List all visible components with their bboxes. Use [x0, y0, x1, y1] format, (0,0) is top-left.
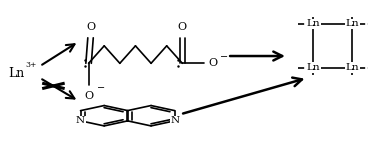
Text: O: O	[86, 22, 95, 32]
Text: O: O	[84, 91, 93, 101]
Text: Ln: Ln	[307, 63, 320, 72]
Text: −: −	[220, 53, 229, 62]
Text: N: N	[76, 116, 85, 125]
Text: −: −	[97, 83, 105, 93]
Text: 3+: 3+	[25, 61, 36, 69]
Text: Ln: Ln	[9, 67, 25, 80]
Text: Ln: Ln	[345, 63, 359, 72]
Text: N: N	[170, 116, 179, 125]
Text: O: O	[209, 58, 218, 68]
Text: Ln: Ln	[307, 20, 320, 29]
Text: O: O	[178, 22, 187, 32]
Text: Ln: Ln	[345, 20, 359, 29]
